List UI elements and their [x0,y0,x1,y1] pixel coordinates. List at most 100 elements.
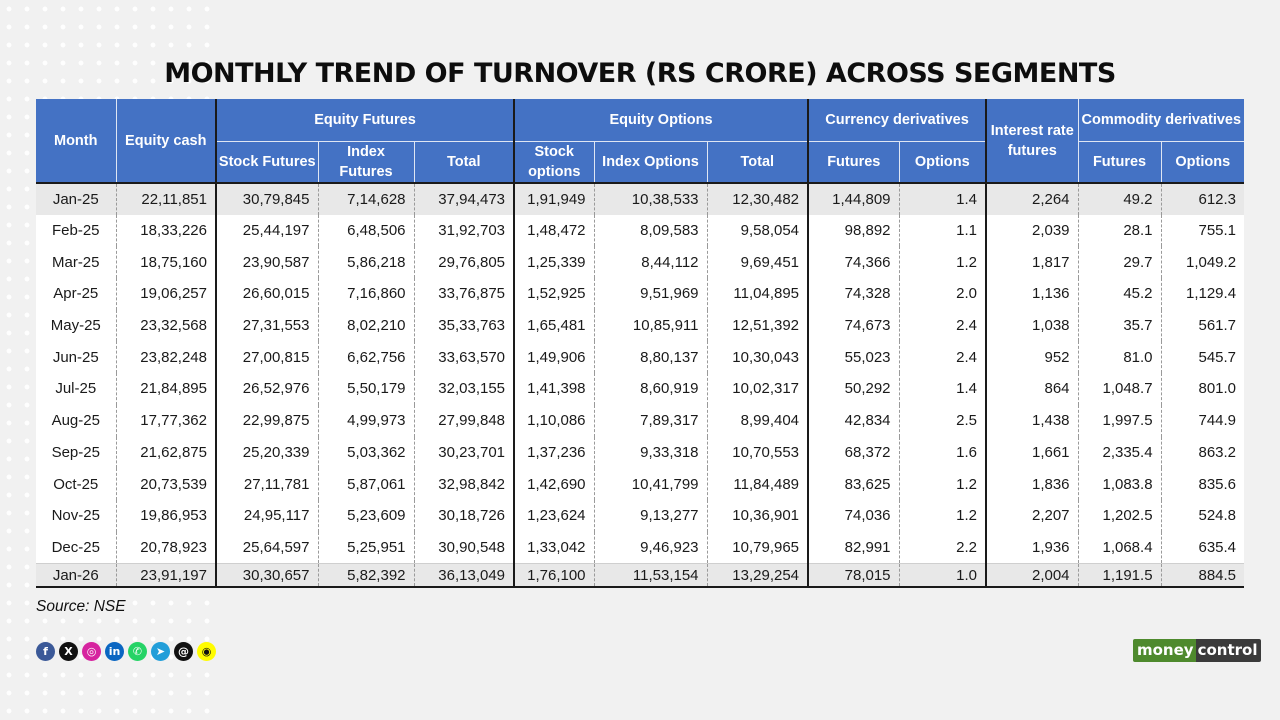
header-currency-options: Options [898,140,987,183]
value-cell: 1,48,472 [513,214,595,247]
month-cell: Jul-25 [55,380,97,398]
value-cell: 545.7 [1160,341,1245,374]
value-cell: 12,51,392 [706,309,809,342]
header-futures-total: Total [413,140,515,183]
month-cell: Mar-25 [51,253,100,271]
table-row: Apr-25 19,06,257 26,60,015 7,16,860 33,76,87… [36,278,1245,310]
value-cell: 8,60,919 [593,373,708,405]
value-cell: 1,76,100 [513,562,595,589]
value-cell: 8,44,112 [593,246,708,279]
value-cell: 8,02,210 [317,309,414,342]
value-cell: 1.4 [898,183,987,215]
value-cell: 1,661 [985,436,1079,469]
value-cell: 884.5 [1160,562,1245,589]
value-cell: 25,20,339 [215,436,318,469]
value-cell: 1,37,236 [513,436,595,469]
value-cell: 2,039 [985,214,1079,247]
source-note: Source: NSE [36,598,126,615]
value-cell: 18,75,160 [115,246,216,279]
value-cell: 74,036 [807,499,900,532]
logo-part-money: money [1133,639,1196,662]
value-cell: 1,202.5 [1077,499,1162,532]
header-equity-futures: Equity Futures [214,99,515,141]
value-cell: 33,63,570 [413,341,515,374]
value-cell: 27,00,815 [215,341,318,374]
value-cell: 50,292 [807,373,900,405]
month-cell: Sep-25 [51,443,100,461]
value-cell: 7,89,317 [593,404,708,437]
linkedin-icon[interactable]: in [105,642,124,661]
value-cell: 9,69,451 [706,246,809,279]
value-cell: 10,41,799 [593,468,708,500]
value-cell: 1.2 [898,468,987,500]
value-cell: 1,068.4 [1077,531,1162,564]
value-cell: 10,30,043 [706,341,809,374]
value-cell: 9,13,277 [593,499,708,532]
x-icon[interactable]: X [59,642,78,661]
value-cell: 9,58,054 [706,214,809,247]
value-cell: 12,30,482 [706,183,809,215]
value-cell: 74,673 [807,309,900,342]
value-cell: 952 [985,341,1079,374]
value-cell: 1.4 [898,373,987,405]
table-row: Nov-25 19,86,953 24,95,117 5,23,609 30,18,72… [36,499,1245,532]
value-cell: 32,03,155 [413,373,515,405]
value-cell: 10,85,911 [593,309,708,342]
snapchat-icon[interactable]: ◉ [197,642,216,661]
value-cell: 1.6 [898,436,987,469]
value-cell: 36,13,049 [413,562,515,589]
value-cell: 42,834 [807,404,900,437]
value-cell: 5,82,392 [317,562,414,589]
value-cell: 11,53,154 [593,562,708,589]
value-cell: 23,82,248 [115,341,216,374]
table-row: Jan-26 23,91,197 30,30,657 5,82,392 36,13,04… [36,562,1245,589]
value-cell: 27,11,781 [215,468,318,500]
table-row: May-25 23,32,568 27,31,553 8,02,210 35,33,76… [36,309,1245,342]
value-cell: 1,41,398 [513,373,595,405]
value-cell: 1,44,809 [807,183,900,215]
month-cell: Dec-25 [51,538,100,556]
header-equity-options: Equity Options [513,99,809,141]
value-cell: 635.4 [1160,531,1245,564]
value-cell: 1,52,925 [513,278,595,310]
value-cell: 8,80,137 [593,341,708,374]
instagram-icon[interactable]: ◎ [82,642,101,661]
value-cell: 1,65,481 [513,309,595,342]
value-cell: 49.2 [1077,183,1162,215]
value-cell: 28.1 [1077,214,1162,247]
value-cell: 30,23,701 [413,436,515,469]
value-cell: 2.0 [898,278,987,310]
value-cell: 1.2 [898,246,987,279]
value-cell: 1,049.2 [1160,246,1245,279]
value-cell: 1,136 [985,278,1079,310]
value-cell: 30,90,548 [413,531,515,564]
value-cell: 1,23,624 [513,499,595,532]
value-cell: 2,207 [985,499,1079,532]
value-cell: 68,372 [807,436,900,469]
table-row: Mar-25 18,75,160 23,90,587 5,86,218 29,76,80… [36,246,1245,279]
value-cell: 1,49,906 [513,341,595,374]
value-cell: 23,32,568 [115,309,216,342]
value-cell: 31,92,703 [413,214,515,247]
header-index-futures: Index Futures [317,140,414,183]
facebook-icon[interactable]: f [36,642,55,661]
month-cell: Nov-25 [51,507,100,525]
value-cell: 5,03,362 [317,436,414,469]
value-cell: 10,36,901 [706,499,809,532]
value-cell: 2.4 [898,309,987,342]
value-cell: 19,86,953 [115,499,216,532]
value-cell: 21,84,895 [115,373,216,405]
header-equity-cash: Equity cash [115,99,216,183]
value-cell: 20,78,923 [115,531,216,564]
value-cell: 5,50,179 [317,373,414,405]
value-cell: 1,42,690 [513,468,595,500]
threads-icon[interactable]: @ [174,642,193,661]
value-cell: 2.2 [898,531,987,564]
header-commodity-futures: Futures [1077,140,1162,183]
telegram-icon[interactable]: ➤ [151,642,170,661]
header-commodity-derivatives: Commodity derivatives [1077,99,1245,141]
month-cell: Aug-25 [51,412,100,430]
month-cell: Apr-25 [53,285,99,303]
whatsapp-icon[interactable]: ✆ [128,642,147,661]
value-cell: 26,52,976 [215,373,318,405]
